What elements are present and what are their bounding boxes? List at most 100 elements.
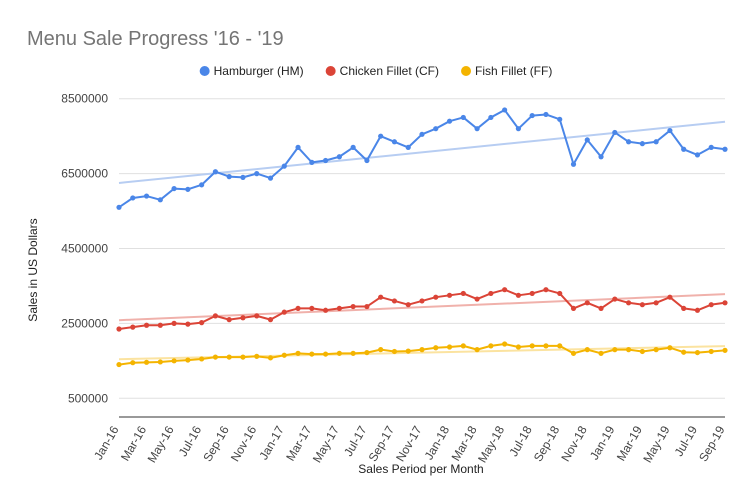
- data-point: [722, 146, 728, 152]
- data-point: [681, 146, 687, 152]
- data-point: [543, 287, 549, 293]
- x-tick-label: Nov-18: [558, 423, 590, 464]
- x-tick-label: Jul-19: [672, 423, 701, 459]
- y-tick-label: 4500000: [61, 242, 108, 256]
- series-line: [118, 108, 726, 209]
- data-point: [446, 344, 453, 350]
- data-point: [625, 139, 632, 145]
- data-point: [281, 309, 287, 315]
- data-point: [419, 298, 425, 304]
- x-tick-label: Sep-19: [696, 423, 728, 464]
- data-point: [185, 357, 191, 363]
- data-point: [667, 294, 673, 300]
- data-point: [322, 307, 329, 313]
- data-point: [625, 347, 632, 353]
- x-tick-label: Jul-18: [506, 423, 535, 459]
- x-tick-label: May-18: [475, 423, 507, 465]
- data-point: [570, 305, 577, 312]
- data-point: [502, 287, 508, 293]
- data-point: [254, 313, 260, 319]
- data-point: [240, 315, 246, 321]
- legend-item: Chicken Fillet (CF): [325, 64, 439, 78]
- data-point: [199, 182, 205, 188]
- data-point: [364, 349, 370, 356]
- data-point: [433, 126, 439, 132]
- x-tick-label: May-17: [310, 423, 342, 465]
- data-point: [309, 159, 315, 165]
- data-point: [378, 294, 384, 300]
- legend-item: Hamburger (HM): [199, 64, 304, 78]
- data-point: [281, 163, 287, 169]
- legend-label: Fish Fillet (FF): [475, 64, 552, 78]
- data-point: [667, 127, 673, 134]
- data-point: [130, 195, 136, 201]
- data-point: [130, 360, 136, 366]
- data-point: [446, 118, 453, 124]
- data-point: [612, 129, 618, 136]
- gridlines: [119, 98, 725, 418]
- data-point: [584, 137, 590, 143]
- data-point: [336, 305, 342, 312]
- trendline: [118, 293, 726, 322]
- data-point: [391, 139, 398, 145]
- data-point: [543, 111, 549, 118]
- data-point: [226, 174, 232, 180]
- data-point: [226, 317, 232, 323]
- x-tick-label: May-16: [145, 423, 177, 465]
- data-point: [639, 141, 645, 147]
- data-point: [598, 154, 604, 160]
- data-point: [267, 175, 274, 181]
- data-point: [708, 302, 714, 308]
- data-point: [199, 356, 205, 362]
- data-point: [460, 290, 466, 297]
- series-lines: [118, 108, 726, 366]
- y-tick-label: 6500000: [61, 167, 108, 181]
- data-point: [254, 171, 260, 177]
- data-point: [336, 154, 342, 160]
- x-tick-label: Nov-17: [393, 423, 425, 464]
- data-point: [254, 353, 260, 359]
- data-point: [171, 320, 177, 326]
- data-point: [295, 144, 301, 150]
- data-point: [295, 350, 301, 356]
- data-point: [488, 343, 494, 349]
- data-point: [694, 152, 701, 158]
- data-point: [502, 341, 508, 347]
- data-point: [694, 307, 701, 313]
- data-point: [460, 114, 466, 121]
- data-point: [143, 193, 150, 199]
- data-point: [378, 133, 384, 139]
- data-point: [474, 347, 480, 353]
- data-point: [157, 197, 163, 203]
- data-point: [185, 321, 191, 327]
- data-point: [612, 347, 618, 353]
- data-point: [281, 352, 287, 358]
- data-point: [722, 347, 728, 353]
- chart-title: Menu Sale Progress '16 - '19: [27, 28, 284, 50]
- x-tick-label: Jul-17: [341, 423, 370, 459]
- data-point: [667, 345, 673, 351]
- data-point: [157, 322, 163, 328]
- y-tick-label: 8500000: [61, 92, 108, 106]
- data-point: [157, 359, 163, 365]
- y-axis-title: Sales in US Dollars: [26, 218, 40, 321]
- data-point: [529, 290, 535, 297]
- data-point: [309, 305, 315, 312]
- data-point: [474, 296, 480, 302]
- data-point: [515, 292, 522, 298]
- data-points: [116, 107, 728, 368]
- data-point: [419, 347, 425, 353]
- data-point: [322, 157, 329, 164]
- data-point: [584, 300, 590, 306]
- data-point: [350, 303, 356, 310]
- data-point: [116, 204, 122, 210]
- data-point: [391, 298, 398, 304]
- data-point: [557, 343, 563, 349]
- data-point: [639, 302, 645, 308]
- data-point: [322, 351, 329, 357]
- data-point: [212, 169, 219, 175]
- data-point: [598, 350, 604, 356]
- data-point: [350, 144, 356, 150]
- data-point: [171, 185, 177, 192]
